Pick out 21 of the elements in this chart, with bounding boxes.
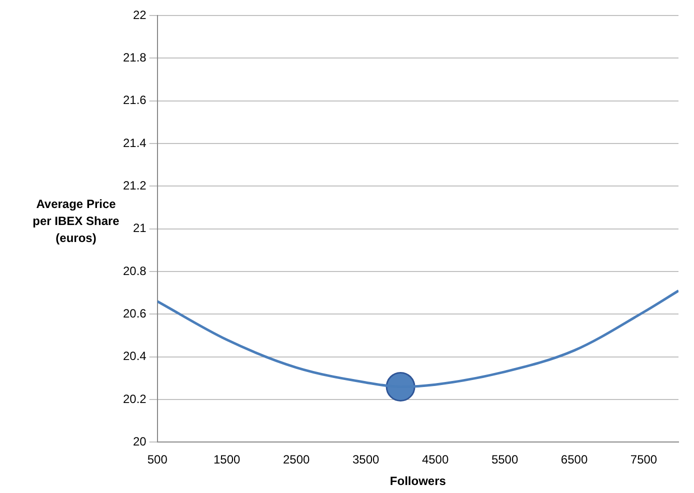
x-tick-label: 6500 (560, 452, 588, 467)
x-tick-label: 500 (147, 452, 168, 467)
y-tick-label: 21.2 (122, 178, 147, 192)
y-tick-label: 21.4 (122, 136, 147, 150)
y-axis-title: Average Price per IBEX Share (euros) (32, 196, 120, 247)
x-tick-label: 4500 (422, 452, 449, 467)
y-tick-label: 20.2 (122, 392, 147, 406)
y-tick-label: 20.4 (122, 349, 147, 364)
y-tick-label: 21.8 (122, 50, 147, 64)
y-tick-label: 21 (132, 221, 147, 236)
x-tick-label: 5500 (491, 452, 518, 467)
y-tick-label: 21.6 (122, 93, 147, 108)
y-tick-label: 20.6 (122, 306, 147, 321)
x-tick-label: 3500 (352, 452, 380, 467)
y-tick-label: 20 (132, 434, 147, 449)
x-tick-label: 7500 (630, 452, 658, 467)
x-tick-label: 1500 (213, 452, 241, 467)
x-tick-label: 2500 (282, 452, 310, 467)
y-tick-label: 20.8 (122, 264, 147, 278)
y-tick-label: 22 (132, 8, 147, 22)
x-axis-title: Followers (390, 474, 446, 488)
